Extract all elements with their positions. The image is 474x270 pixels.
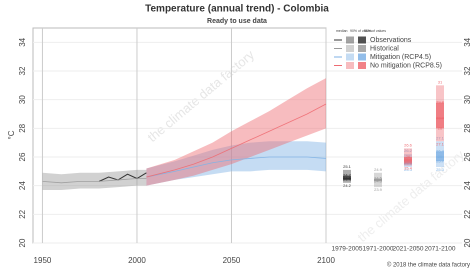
legend-label: No mitigation (RCP8.5) <box>370 62 442 69</box>
box-value: 25.7 <box>436 158 445 163</box>
legend-swatch-50 <box>358 53 366 61</box>
chart-subtitle: Ready to use data <box>207 18 267 25</box>
box-value: 28.7 <box>436 115 445 120</box>
box-value: 25.4 <box>404 166 413 171</box>
y-tick-label: 20 <box>18 238 27 247</box>
y-tick-label-right: 34 <box>463 37 472 46</box>
median-line <box>146 156 327 178</box>
box-value: 25.6 <box>404 160 413 165</box>
box-value: 23.9 <box>374 187 383 192</box>
box-value: 24.5 <box>343 176 352 181</box>
median-line <box>146 103 327 178</box>
y-tick-label-right: 28 <box>463 123 472 132</box>
box-value: 24.4 <box>343 177 352 182</box>
y-tick-label: 26 <box>18 152 27 161</box>
band-90 <box>42 169 147 190</box>
box-value: 25.8 <box>404 157 413 162</box>
period-label: 2021-2050 <box>392 246 423 253</box>
period-label: 2071-2100 <box>424 246 455 253</box>
box-value: 29.8 <box>436 100 445 105</box>
legend-label: Mitigation (RCP4.5) <box>370 54 431 61</box>
box-value: 24.2 <box>343 183 352 188</box>
box-value: 24.5 <box>374 176 383 181</box>
legend-swatch-50 <box>358 36 366 44</box>
box-50 <box>436 102 444 129</box>
y-tick-label: 34 <box>18 37 27 46</box>
box-value: 26 <box>406 154 411 159</box>
box-50 <box>343 175 351 180</box>
legend-swatch-50 <box>358 45 366 52</box>
band-90 <box>146 141 326 186</box>
y-tick-label: 24 <box>18 181 27 190</box>
x-tick-label: 1950 <box>34 256 52 265</box>
box-value: 25.3 <box>436 167 445 172</box>
box-value: 24.4 <box>374 177 383 182</box>
legend-swatch-90 <box>346 62 354 69</box>
box-value: 25.3 <box>404 167 413 172</box>
legend-swatch-90 <box>346 53 354 61</box>
legend-header: 90% of values <box>350 29 372 33</box>
legend-swatch-50 <box>358 62 366 69</box>
legend-header: 50% of values <box>364 29 386 33</box>
chart-title: Temperature (annual trend) - Colombia <box>145 4 329 15</box>
box-value: 24.9 <box>374 167 383 172</box>
footer: © 2018 the climate data factory <box>387 262 470 269</box>
legend-swatch-90 <box>346 45 354 52</box>
y-tick-label-right: 22 <box>463 209 472 218</box>
box-value: 24.3 <box>374 178 383 183</box>
x-tick-label: 2100 <box>317 256 335 265</box>
x-tick-label: 2050 <box>223 256 241 265</box>
y-axis-label: °C <box>7 130 16 139</box>
y-tick-label-right: 30 <box>463 95 472 104</box>
y-tick-label: 32 <box>18 66 27 75</box>
box-value: 26 <box>438 154 443 159</box>
box-value: 27.1 <box>436 135 445 140</box>
box-value: 26.4 <box>436 148 445 153</box>
box-value: 25.5 <box>404 161 413 166</box>
y-tick-label: 28 <box>18 123 27 132</box>
box-value: 27.1 <box>436 141 445 146</box>
box-value: 31 <box>438 79 443 84</box>
median-line <box>98 172 147 182</box>
median-line <box>42 178 147 184</box>
box-value: 26.6 <box>404 142 413 147</box>
legend-label: Historical <box>370 45 399 52</box>
legend-swatch-90 <box>346 36 354 44</box>
box-value: 28 <box>438 125 443 130</box>
x-tick-label: 2000 <box>128 256 146 265</box>
y-tick-label-right: 24 <box>463 181 472 190</box>
y-tick-label-right: 20 <box>463 238 472 247</box>
period-label: 1971-2000 <box>362 246 393 253</box>
legend-header: median <box>336 29 348 33</box>
period-label: 1979-2005 <box>331 246 362 253</box>
box-value: 24.7 <box>343 173 352 178</box>
y-tick-label: 30 <box>18 95 27 104</box>
y-tick-label: 22 <box>18 209 27 218</box>
y-tick-label-right: 32 <box>463 66 472 75</box>
band-90 <box>146 78 326 186</box>
legend-label: Observations <box>370 37 412 44</box>
box-value: 25.1 <box>343 164 352 169</box>
box-50 <box>436 151 444 162</box>
y-tick-label-right: 26 <box>463 152 472 161</box>
box-value: 26.2 <box>404 148 413 153</box>
